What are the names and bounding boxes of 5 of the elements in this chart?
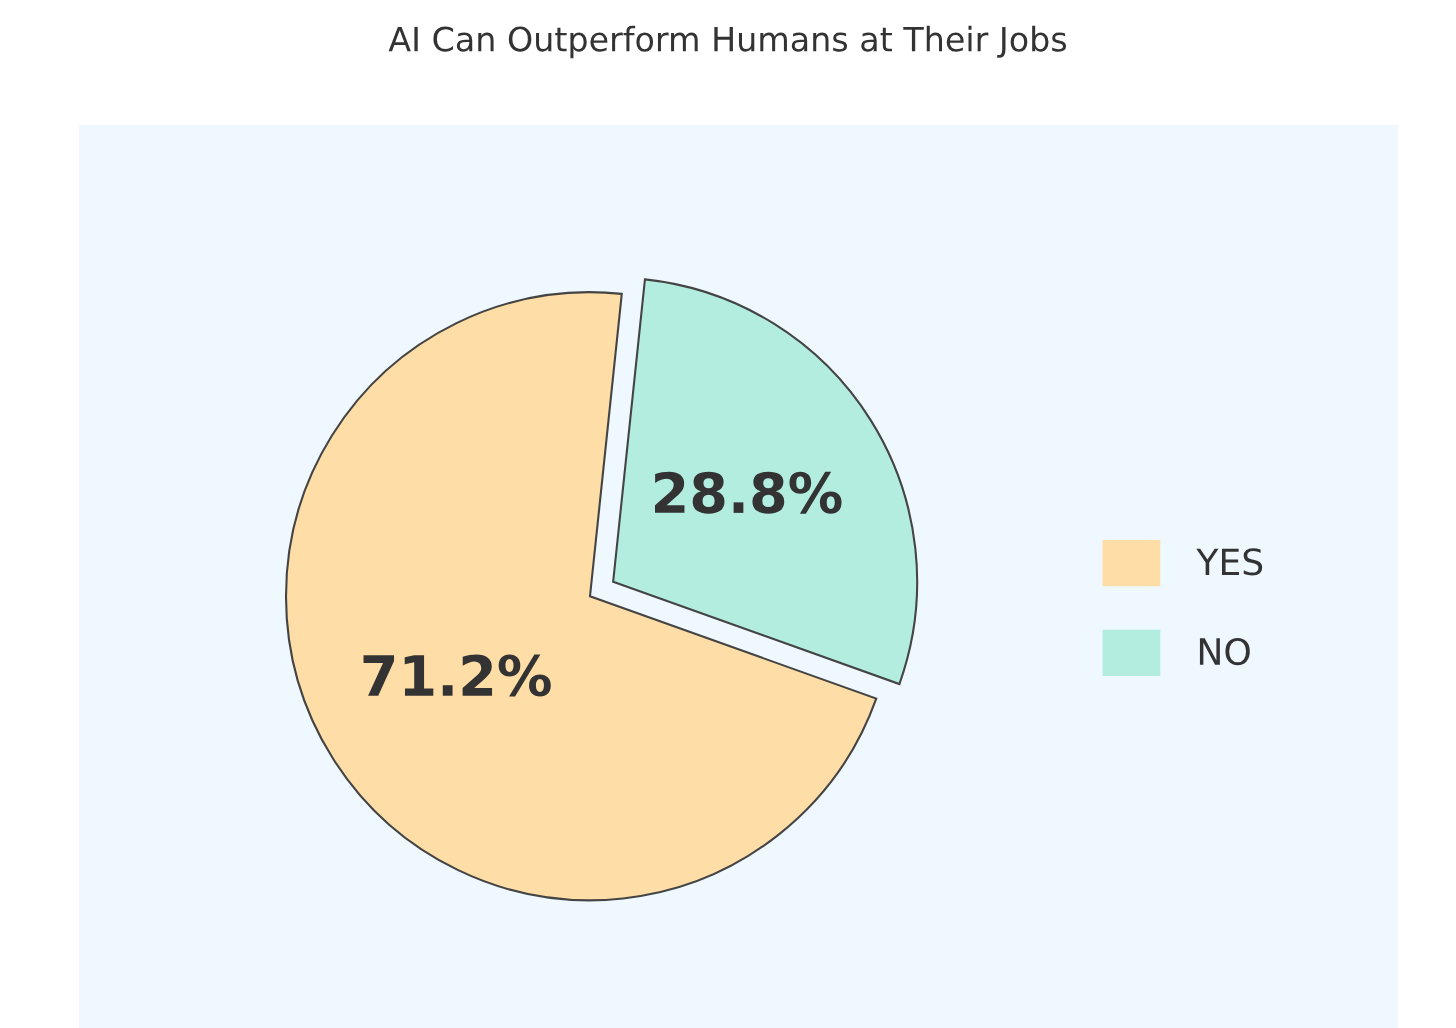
legend-label: YES [1196,548,1263,576]
data-label: 28.8% [655,471,842,514]
chart-title: AI Can Outperform Humans at Their Jobs [388,25,1067,59]
data-label: 71.2% [363,654,551,697]
legend-label: NO [1199,637,1250,666]
